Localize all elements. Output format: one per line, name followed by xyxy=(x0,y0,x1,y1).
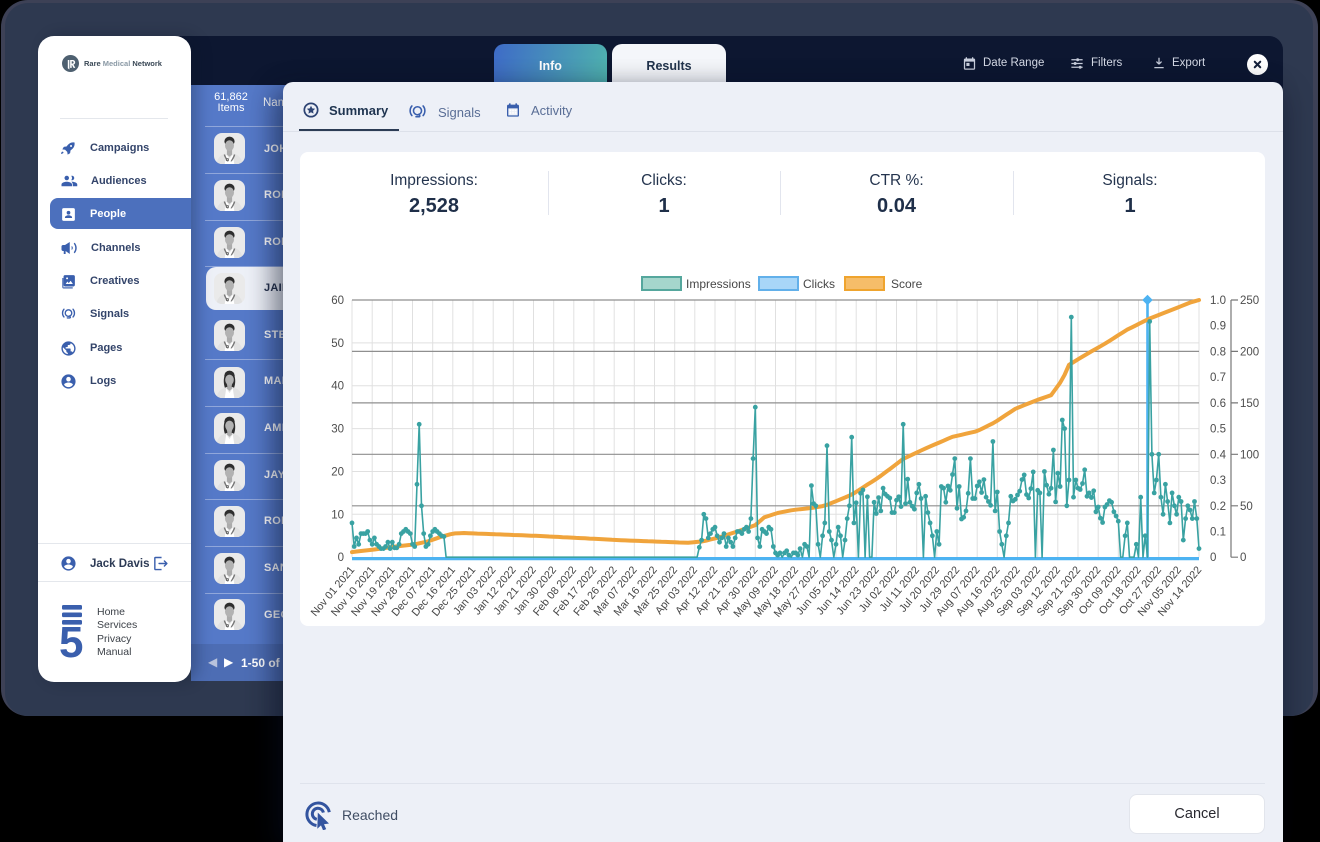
svg-text:150: 150 xyxy=(1240,398,1259,410)
svg-text:0: 0 xyxy=(1210,552,1216,564)
svg-text:200: 200 xyxy=(1240,346,1259,358)
svg-text:0.7: 0.7 xyxy=(1210,372,1226,384)
svg-text:40: 40 xyxy=(331,381,344,393)
svg-text:0.5: 0.5 xyxy=(1210,424,1226,436)
svg-text:Impressions: Impressions xyxy=(686,277,751,291)
svg-text:30: 30 xyxy=(331,424,344,436)
svg-text:50: 50 xyxy=(331,338,344,350)
svg-text:50: 50 xyxy=(1240,501,1253,513)
svg-text:1.0: 1.0 xyxy=(1210,295,1226,307)
svg-text:0.3: 0.3 xyxy=(1210,475,1226,487)
svg-text:0.9: 0.9 xyxy=(1210,321,1226,333)
svg-text:5: 5 xyxy=(60,618,83,660)
svg-text:0.6: 0.6 xyxy=(1210,398,1226,410)
svg-text:60: 60 xyxy=(331,295,344,307)
svg-text:Score: Score xyxy=(891,277,923,291)
svg-text:0.8: 0.8 xyxy=(1210,346,1226,358)
svg-text:Clicks: Clicks xyxy=(803,277,835,291)
svg-text:0.1: 0.1 xyxy=(1210,527,1226,539)
svg-text:0.2: 0.2 xyxy=(1210,501,1226,513)
svg-text:100: 100 xyxy=(1240,449,1259,461)
svg-text:20: 20 xyxy=(331,467,344,479)
svg-text:0.4: 0.4 xyxy=(1210,449,1227,461)
svg-text:0: 0 xyxy=(1240,552,1246,564)
svg-text:250: 250 xyxy=(1240,295,1259,307)
svg-text:10: 10 xyxy=(331,509,344,521)
svg-text:0: 0 xyxy=(338,552,344,564)
